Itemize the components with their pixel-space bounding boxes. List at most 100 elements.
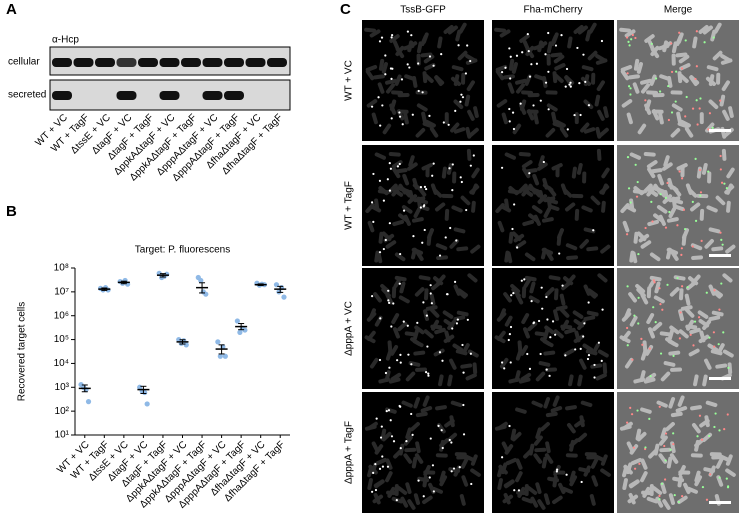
cell — [722, 349, 734, 358]
cell — [594, 94, 601, 107]
cell — [384, 370, 391, 382]
focus — [440, 53, 443, 56]
focus — [633, 314, 636, 317]
cell — [439, 439, 445, 452]
focus — [370, 294, 374, 298]
focus — [406, 63, 409, 66]
data-point — [281, 294, 287, 300]
cell — [464, 94, 471, 107]
focus — [694, 219, 698, 222]
focus — [689, 333, 692, 336]
cell — [646, 186, 656, 197]
cell — [552, 121, 565, 129]
focus — [410, 34, 413, 37]
blot-band — [224, 91, 244, 100]
cell — [694, 475, 703, 487]
cell — [585, 349, 598, 356]
focus — [390, 117, 393, 120]
cell — [417, 186, 427, 197]
cell — [405, 427, 412, 440]
cell — [633, 58, 640, 71]
scale-bar — [709, 501, 731, 504]
focus — [374, 463, 377, 466]
focus — [402, 209, 406, 212]
focus — [392, 302, 395, 305]
y-tick-label: 10¹ — [55, 430, 70, 441]
focus — [705, 498, 709, 501]
focus — [528, 75, 532, 78]
cell — [390, 372, 402, 382]
cell — [373, 292, 382, 303]
cell — [435, 243, 448, 251]
cell — [722, 109, 730, 121]
channel-header: Merge — [664, 5, 693, 16]
focus — [384, 371, 388, 375]
cell — [572, 310, 584, 319]
focus — [508, 107, 511, 111]
cell — [566, 423, 576, 434]
cell — [519, 34, 530, 43]
cell — [389, 34, 400, 43]
cell — [621, 330, 631, 342]
focus — [539, 99, 542, 102]
cell — [538, 189, 545, 202]
cell — [591, 72, 596, 85]
cell — [685, 183, 693, 195]
focus — [462, 433, 466, 436]
focus — [628, 44, 631, 47]
focus — [641, 343, 644, 346]
blot-band — [95, 58, 115, 67]
focus — [450, 441, 453, 444]
cell — [564, 75, 575, 85]
focus — [719, 99, 722, 102]
cell — [452, 171, 457, 184]
cell — [663, 189, 670, 202]
cell — [686, 486, 698, 494]
cell — [640, 240, 652, 249]
cell — [644, 103, 652, 115]
cell — [453, 227, 466, 234]
cell — [396, 486, 408, 495]
cell — [715, 363, 728, 369]
cell — [424, 63, 436, 71]
cell — [381, 62, 388, 74]
focus — [462, 403, 465, 407]
blot-band — [202, 91, 223, 100]
blot-band — [73, 58, 94, 67]
y-tick-label: 10⁷ — [54, 286, 69, 297]
focus — [516, 246, 519, 249]
cell — [507, 82, 515, 94]
cell — [385, 407, 397, 414]
focus — [705, 291, 708, 294]
cell — [640, 407, 652, 414]
focus — [682, 208, 686, 211]
cell — [534, 331, 547, 337]
focus — [680, 247, 683, 250]
cell — [511, 287, 521, 298]
cell — [711, 455, 724, 460]
cell — [721, 148, 727, 161]
cell — [636, 62, 643, 74]
cell — [545, 127, 556, 138]
cell — [453, 74, 460, 87]
cell — [640, 458, 648, 470]
focus — [455, 322, 459, 325]
cell — [692, 36, 698, 49]
cell — [511, 231, 522, 242]
cell — [672, 186, 682, 197]
focus — [465, 208, 468, 212]
focus — [698, 168, 702, 172]
cell — [529, 281, 536, 294]
cell — [544, 453, 554, 464]
cell — [553, 54, 565, 64]
cell — [567, 36, 573, 49]
cell — [506, 251, 513, 264]
row-label: ΔpppA + TagF — [344, 421, 355, 484]
cell — [447, 25, 458, 35]
cell — [541, 217, 554, 223]
focus — [428, 114, 431, 117]
cell — [600, 183, 608, 195]
cell — [678, 465, 686, 477]
cell — [653, 295, 665, 304]
